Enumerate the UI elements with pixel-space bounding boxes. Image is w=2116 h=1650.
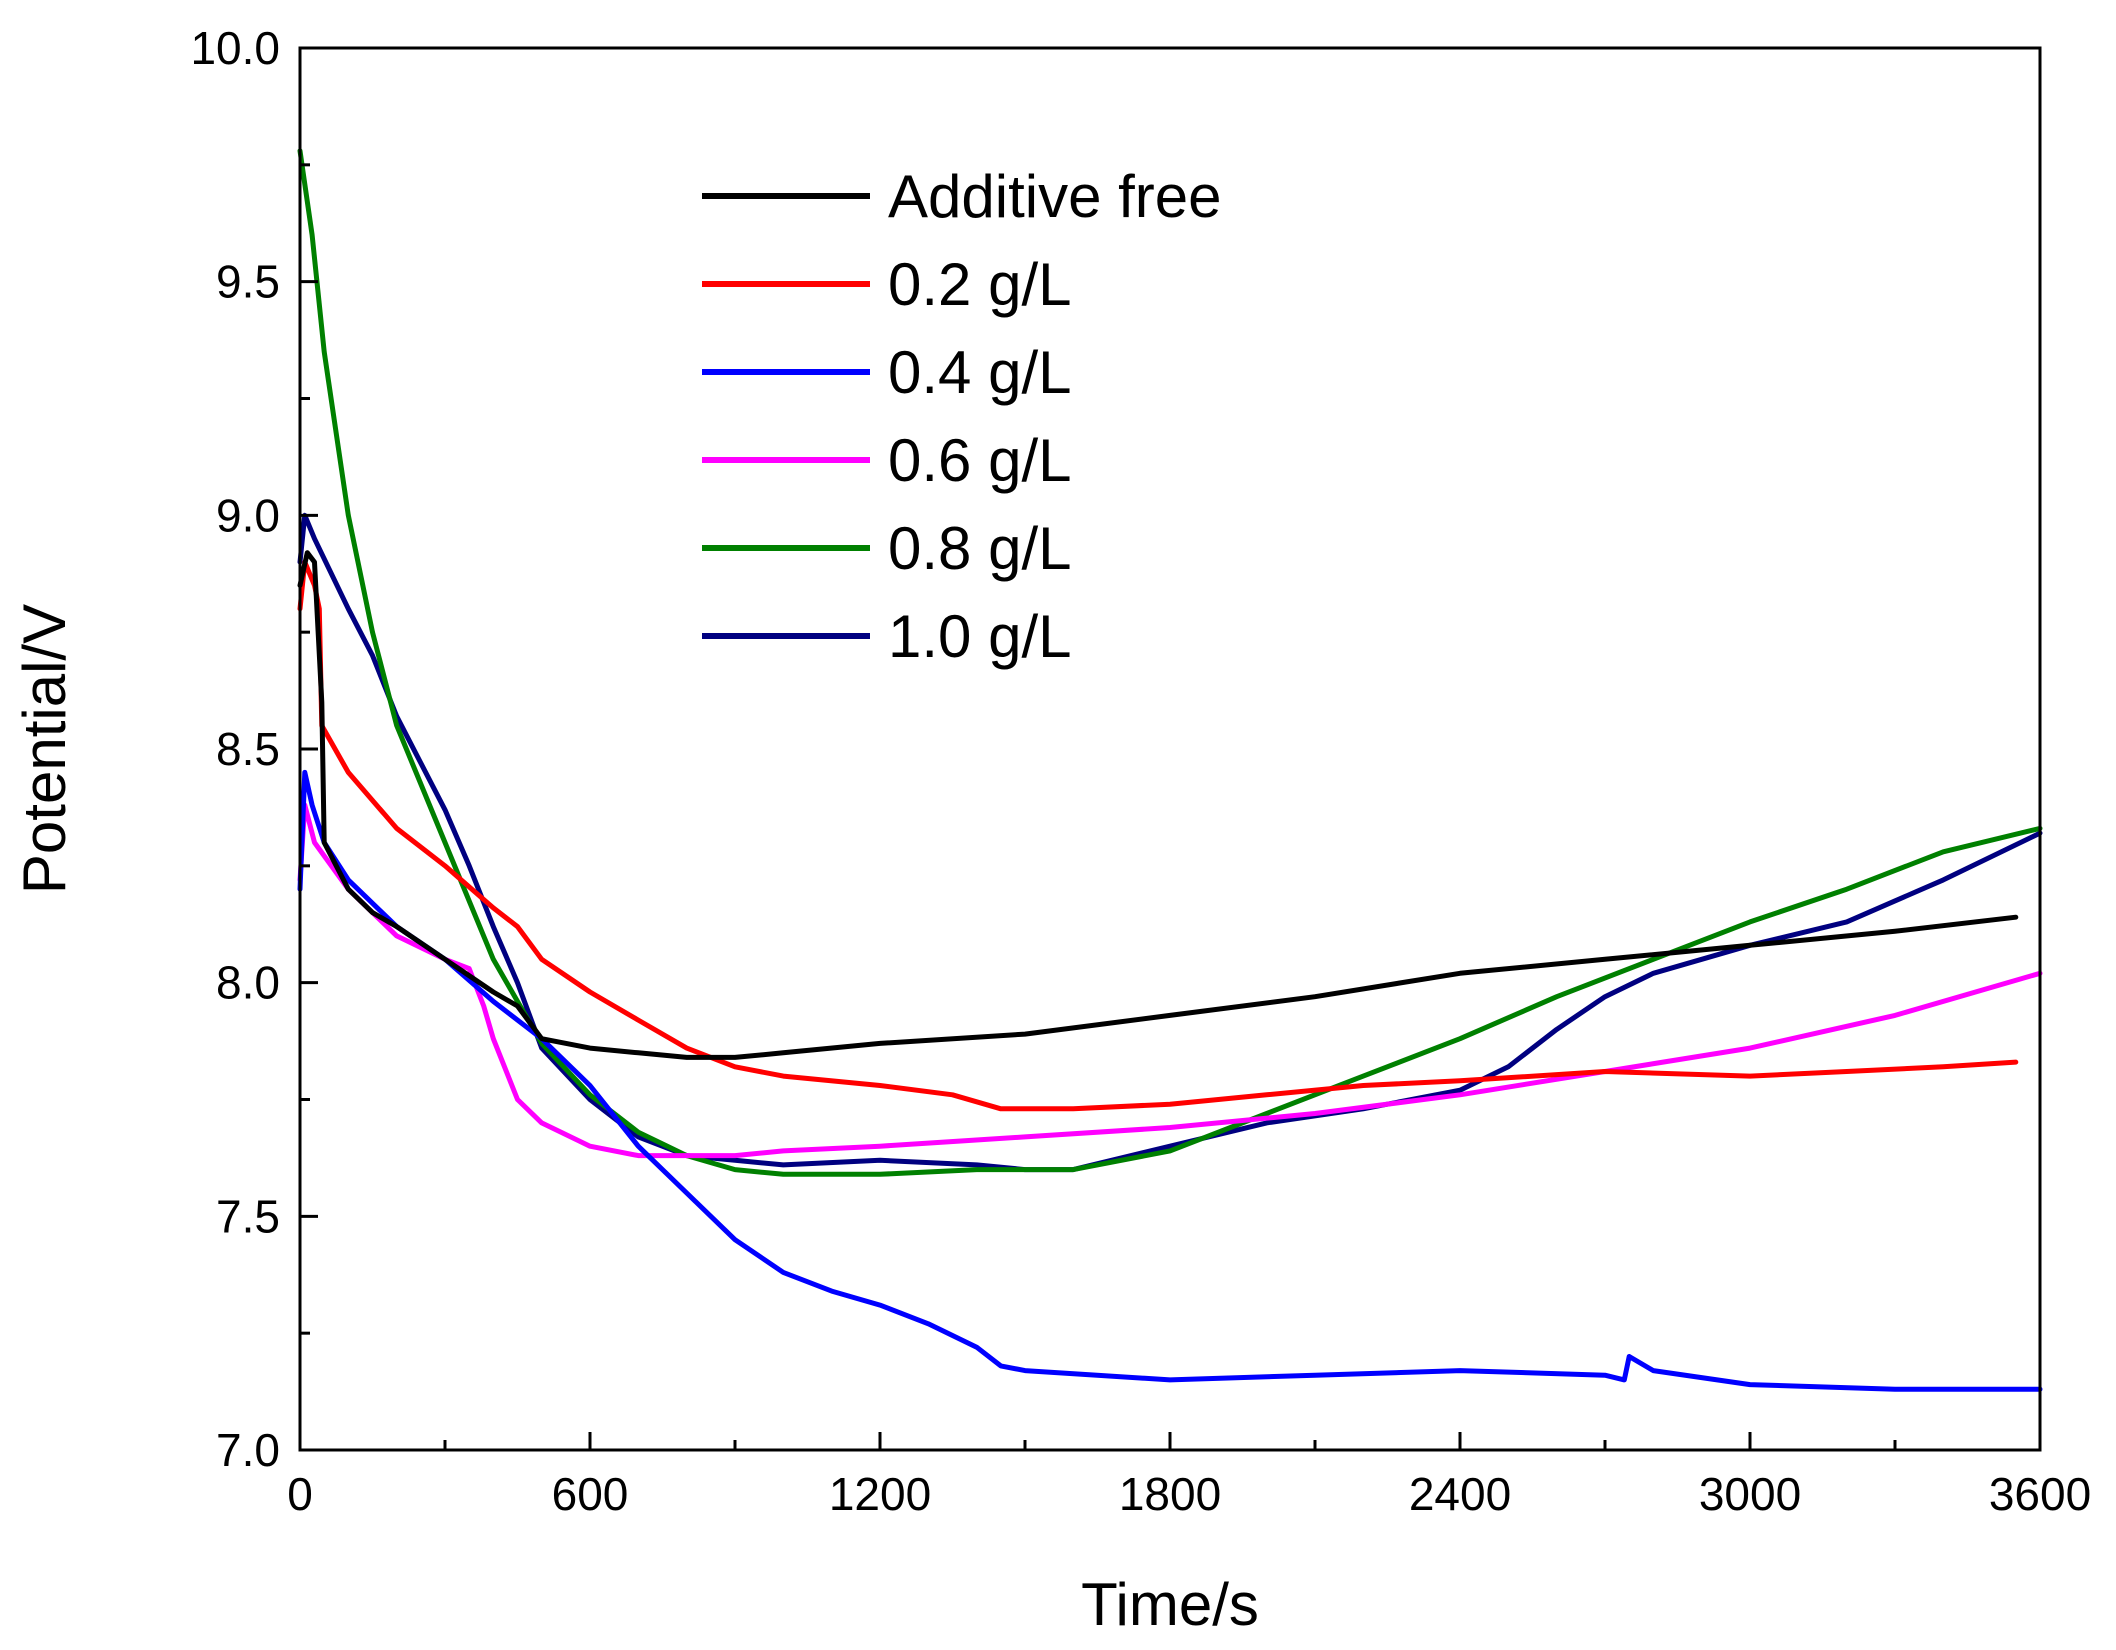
series-line-additive-free xyxy=(297,550,2019,1060)
legend-label-0-4-g-l: 0.4 g/L xyxy=(888,339,1072,406)
x-tick-label: 600 xyxy=(552,1468,629,1520)
y-tick-label: 9.0 xyxy=(216,489,280,541)
legend-label-1-0-g-l: 1.0 g/L xyxy=(888,603,1072,670)
series-line-1-0-g-l xyxy=(297,512,2043,1173)
legend: Additive free 0.2 g/L 0.4 g/L 0.6 g/L 0.8 g/… xyxy=(702,163,1222,670)
series-line-0-4-g-l xyxy=(297,769,2043,1392)
x-tick-label: 1800 xyxy=(1119,1468,1221,1520)
y-tick-label: 8.0 xyxy=(216,957,280,1009)
x-tick-label: 3600 xyxy=(1989,1468,2091,1520)
y-axis: 7.0 7.5 8.0 8.5 9.0 9.5 10.0 xyxy=(190,22,318,1476)
x-axis: 0 600 1200 1800 2400 3000 3600 xyxy=(287,1432,2091,1520)
y-tick-label: 7.5 xyxy=(216,1190,280,1242)
y-tick-label: 10.0 xyxy=(190,22,280,74)
plot-lines xyxy=(297,148,2043,1392)
series-line-0-8-g-l xyxy=(297,148,2043,1177)
legend-label-0-6-g-l: 0.6 g/L xyxy=(888,427,1072,494)
x-tick-label: 1200 xyxy=(829,1468,931,1520)
legend-label-0-8-g-l: 0.8 g/L xyxy=(888,515,1072,582)
series-line-0-2-g-l xyxy=(297,559,2019,1112)
legend-label-additive-free: Additive free xyxy=(888,163,1222,230)
x-tick-label: 2400 xyxy=(1409,1468,1511,1520)
legend-label-0-2-g-l: 0.2 g/L xyxy=(888,251,1072,318)
x-axis-title: Time/s xyxy=(1081,1571,1259,1638)
x-tick-label: 0 xyxy=(287,1468,313,1520)
y-tick-label: 9.5 xyxy=(216,256,280,308)
y-tick-label: 7.0 xyxy=(216,1424,280,1476)
plot-frame xyxy=(298,46,2042,1452)
y-axis-title: Potential/V xyxy=(11,604,78,894)
y-tick-label: 8.5 xyxy=(216,723,280,775)
x-tick-label: 3000 xyxy=(1699,1468,1801,1520)
series-line-0-6-g-l xyxy=(297,802,2043,1159)
